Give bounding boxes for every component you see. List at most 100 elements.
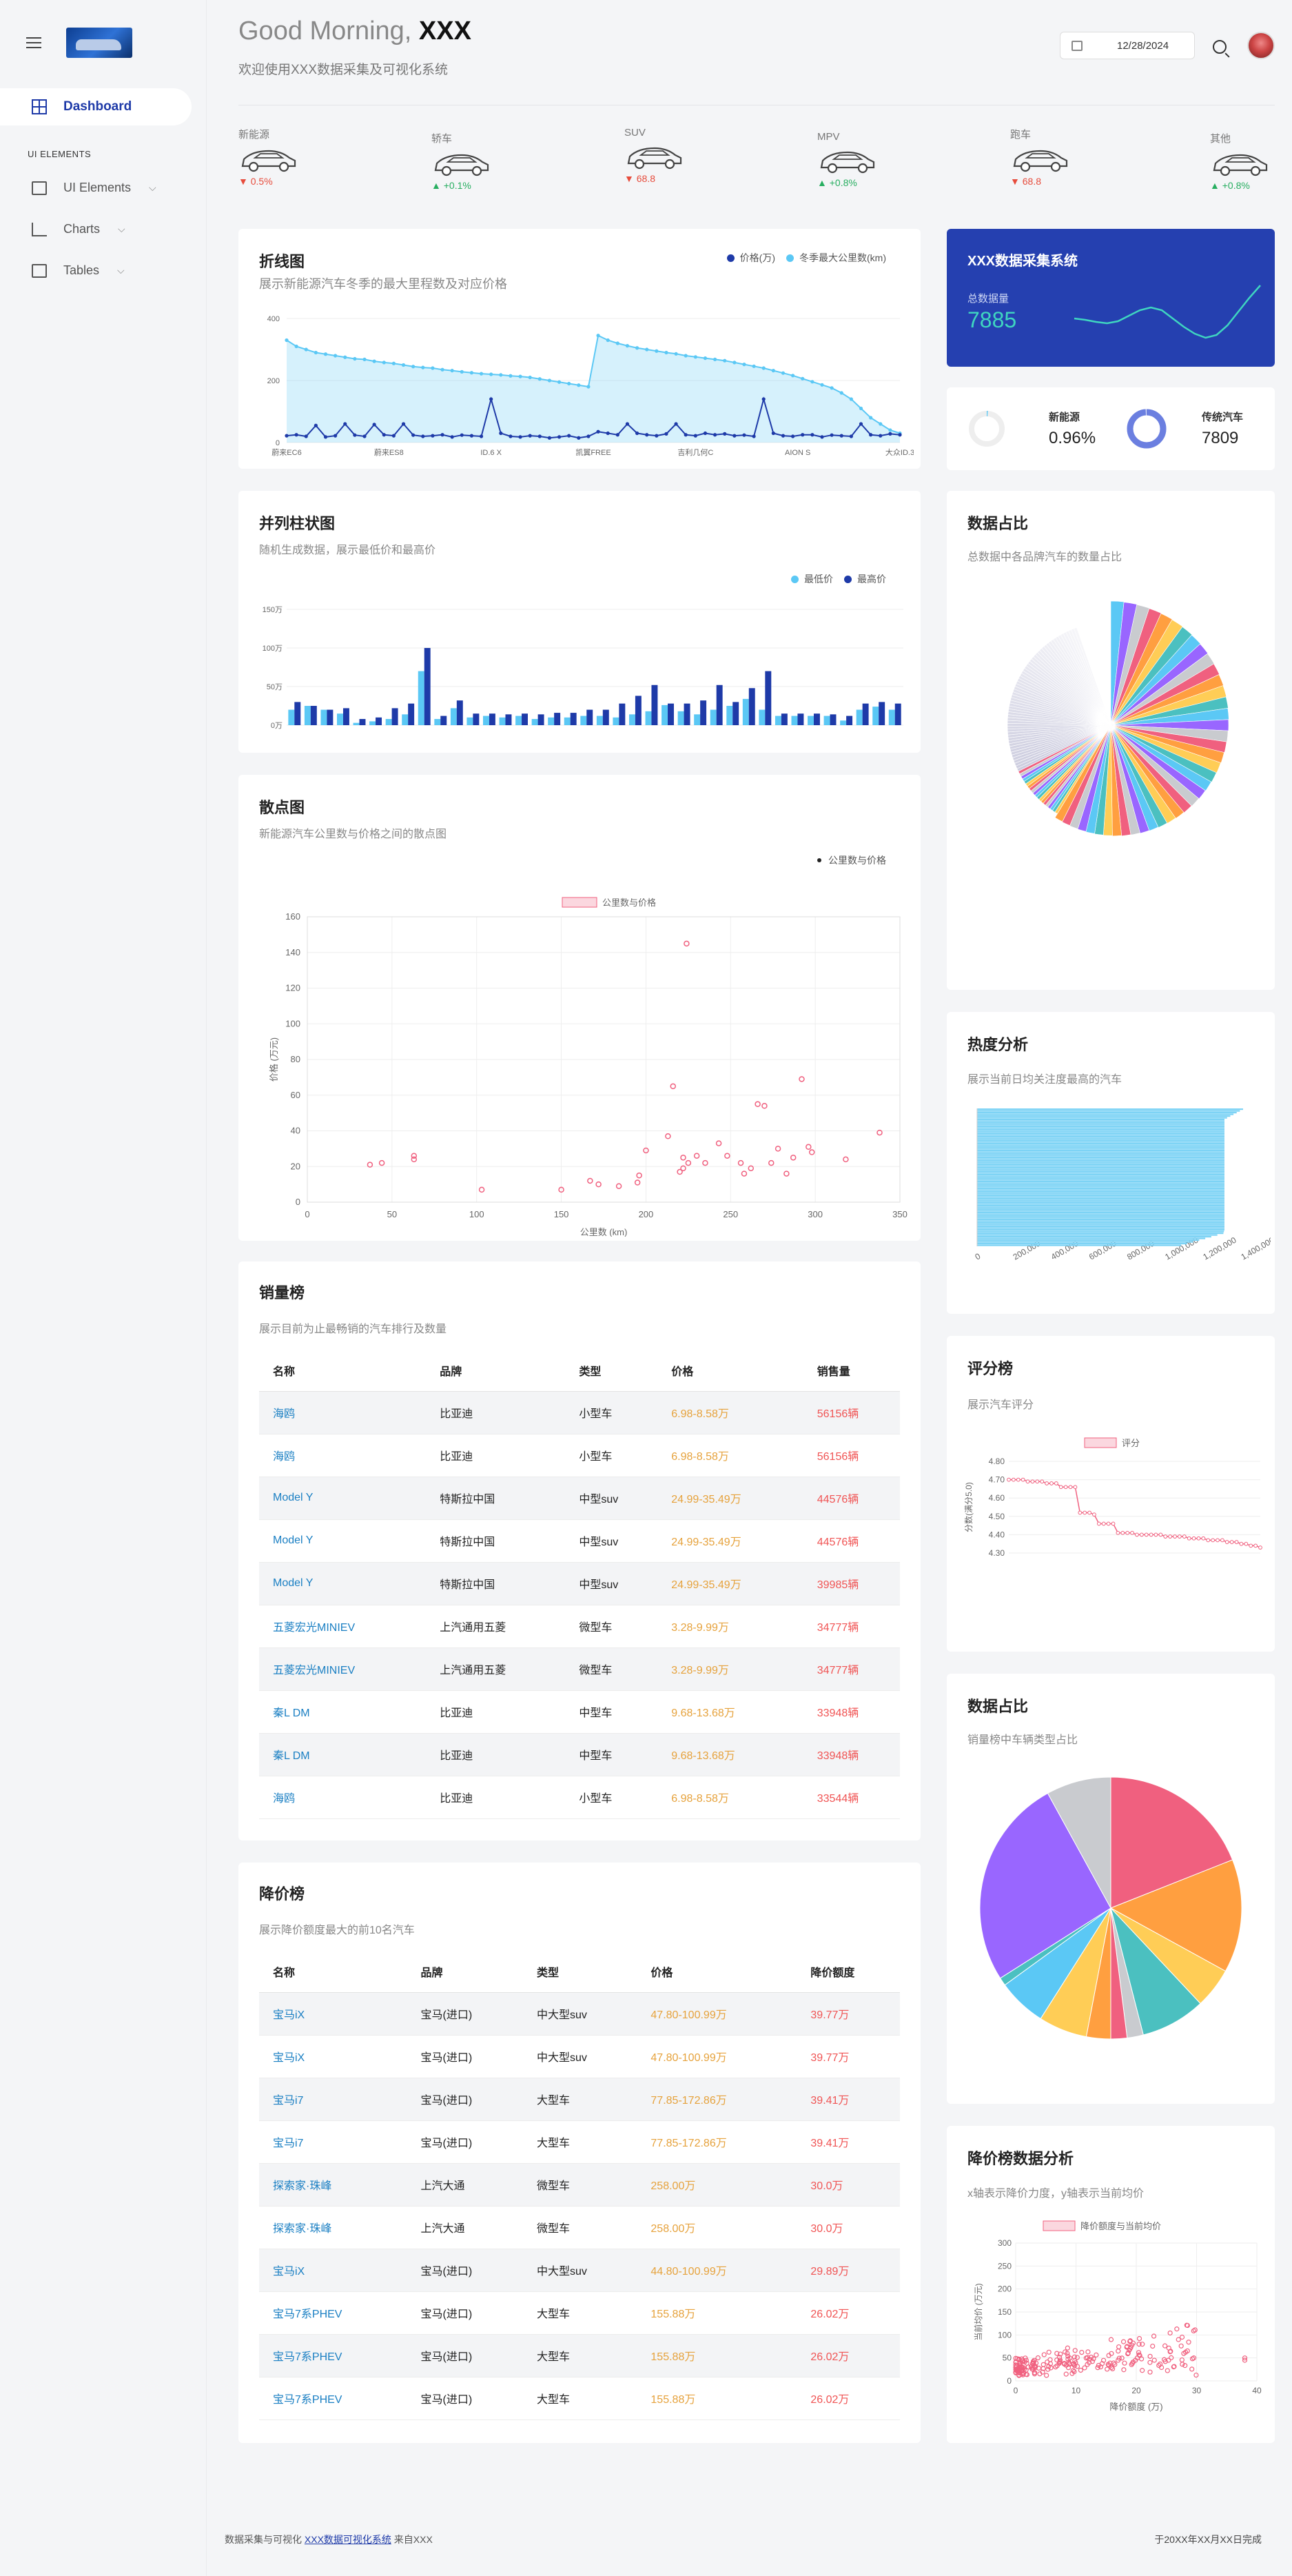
rating-point xyxy=(1196,1536,1201,1541)
point-range xyxy=(537,377,542,381)
bar-min xyxy=(856,709,863,725)
point-price xyxy=(314,423,318,427)
price-drop-row[interactable]: 宝马7系PHEV 宝马(进口) 大型车 155.88万 26.02万 xyxy=(259,2377,900,2420)
sidebar-item-charts[interactable]: Charts ⌵ xyxy=(32,222,125,236)
scatter-point xyxy=(1147,2353,1153,2359)
card-subtitle: 新能源汽车公里数与价格之间的散点图 xyxy=(259,829,447,840)
app-logo[interactable] xyxy=(66,28,132,58)
heat-bar xyxy=(977,1208,1224,1210)
heat-bar xyxy=(977,1244,1182,1246)
table-cell[interactable]: Model Y xyxy=(259,1519,427,1563)
table-cell[interactable]: 探索家·珠峰 xyxy=(259,2206,407,2249)
table-cell[interactable]: 五菱宏光MINIEV xyxy=(259,1647,427,1691)
table-cell[interactable]: 宝马i7 xyxy=(259,2078,407,2121)
heat-bar xyxy=(977,1206,1224,1208)
sales-row[interactable]: 海鸥 比亚迪 小型车 6.98-8.58万 33544辆 xyxy=(259,1776,900,1819)
price-drop-row[interactable]: 宝马7系PHEV 宝马(进口) 大型车 155.88万 26.02万 xyxy=(259,2291,900,2335)
avatar[interactable] xyxy=(1247,32,1275,59)
table-cell: 中型车 xyxy=(565,1690,658,1734)
table-cell: 微型车 xyxy=(565,1605,658,1648)
point-price xyxy=(879,434,883,438)
point-range xyxy=(849,397,853,401)
price-drop-row[interactable]: 宝马iX 宝马(进口) 中大型suv 44.80-100.99万 29.89万 xyxy=(259,2249,900,2292)
table-cell[interactable]: 五菱宏光MINIEV xyxy=(259,1605,427,1648)
table-cell[interactable]: Model Y xyxy=(259,1562,427,1605)
sales-row[interactable]: 五菱宏光MINIEV 上汽通用五菱 微型车 3.28-9.99万 34777辆 xyxy=(259,1647,900,1691)
scatter-point xyxy=(1100,2357,1107,2363)
bar-min xyxy=(759,709,766,725)
chart-legend[interactable]: 价格(万) 冬季最大公里数(km) xyxy=(716,251,886,265)
series-area-range xyxy=(287,335,900,443)
table-cell: 中型suv xyxy=(565,1477,658,1520)
price-drop-row[interactable]: 宝马iX 宝马(进口) 中大型suv 47.80-100.99万 39.77万 xyxy=(259,2035,900,2078)
footer-link[interactable]: XXX数据可视化系统 xyxy=(304,2534,391,2545)
sales-row[interactable]: 海鸥 比亚迪 小型车 6.98-8.58万 56156辆 xyxy=(259,1391,900,1434)
search-icon[interactable] xyxy=(1213,40,1227,54)
table-cell[interactable]: 宝马7系PHEV xyxy=(259,2377,407,2420)
table-cell[interactable]: 探索家·珠峰 xyxy=(259,2163,407,2207)
table-cell[interactable]: 海鸥 xyxy=(259,1434,427,1477)
table-cell[interactable]: 宝马iX xyxy=(259,1992,407,2036)
heat-bar xyxy=(977,1184,1224,1186)
price-drop-row[interactable]: 探索家·珠峰 上汽大通 微型车 258.00万 30.0万 xyxy=(259,2163,900,2207)
scatter-point xyxy=(1136,2350,1142,2355)
traditional-label: 传统汽车 xyxy=(1202,412,1244,423)
sidebar-item-ui-elements[interactable]: UI Elements ⌵ xyxy=(32,181,156,195)
table-cell[interactable]: Model Y xyxy=(259,1477,427,1520)
sales-row[interactable]: Model Y 特斯拉中国 中型suv 24.99-35.49万 44576辆 xyxy=(259,1519,900,1563)
menu-toggle-icon[interactable] xyxy=(26,36,44,50)
scatter-point xyxy=(1046,2349,1052,2355)
category-label: 其他 xyxy=(1210,133,1231,145)
heat-bar xyxy=(977,1122,1224,1124)
scatter-point xyxy=(1078,2367,1083,2373)
table-cell: 大型车 xyxy=(523,2377,637,2420)
date-picker[interactable]: 12/28/2024 xyxy=(1060,32,1195,59)
sidebar-item-dashboard[interactable]: Dashboard xyxy=(0,88,192,125)
table-cell[interactable]: 秦L DM xyxy=(259,1733,427,1776)
sales-row[interactable]: 秦L DM 比亚迪 中型车 9.68-13.68万 33948辆 xyxy=(259,1690,900,1734)
sales-row[interactable]: 五菱宏光MINIEV 上汽通用五菱 微型车 3.28-9.99万 34777辆 xyxy=(259,1605,900,1648)
heat-bar xyxy=(977,1239,1200,1241)
sales-row[interactable]: Model Y 特斯拉中国 中型suv 24.99-35.49万 39985辆 xyxy=(259,1562,900,1605)
table-cell[interactable]: 宝马7系PHEV xyxy=(259,2334,407,2377)
price-drop-row[interactable]: 探索家·珠峰 上汽大通 微型车 258.00万 30.0万 xyxy=(259,2206,900,2249)
price-drop-row[interactable]: 宝马i7 宝马(进口) 大型车 77.85-172.86万 39.41万 xyxy=(259,2078,900,2121)
price-drop-row[interactable]: 宝马i7 宝马(进口) 大型车 77.85-172.86万 39.41万 xyxy=(259,2120,900,2164)
bar-max xyxy=(440,716,447,725)
sales-row[interactable]: Model Y 特斯拉中国 中型suv 24.99-35.49万 44576辆 xyxy=(259,1477,900,1520)
pie-slice xyxy=(1110,724,1140,835)
scatter-point xyxy=(1159,2364,1165,2371)
rating-point xyxy=(1239,1541,1244,1546)
legend-label: 冬季最大公里数(km) xyxy=(799,252,886,263)
table-cell[interactable]: 宝马iX xyxy=(259,2249,407,2292)
pie-slice xyxy=(1069,724,1111,829)
table-cell: 77.85-172.86万 xyxy=(637,2078,797,2121)
scatter-point xyxy=(790,1155,797,1161)
heat-bar xyxy=(977,1113,1234,1115)
price-drop-row[interactable]: 宝马7系PHEV 宝马(进口) 大型车 155.88万 26.02万 xyxy=(259,2334,900,2377)
sales-row[interactable]: 海鸥 比亚迪 小型车 6.98-8.58万 56156辆 xyxy=(259,1434,900,1477)
legend-label: 评分 xyxy=(1122,1438,1140,1448)
table-cell[interactable]: 海鸥 xyxy=(259,1391,427,1434)
point-price xyxy=(431,434,435,438)
table-cell[interactable]: 海鸥 xyxy=(259,1776,427,1819)
heat-bar xyxy=(977,1236,1211,1238)
y-tick-label: 100万 xyxy=(263,645,283,653)
table-cell: 中大型suv xyxy=(523,1992,637,2036)
point-range xyxy=(839,391,843,395)
sidebar: Dashboard UI ELEMENTS UI Elements ⌵ Char… xyxy=(0,0,207,2576)
chart-legend[interactable]: 最低价 最高价 xyxy=(780,572,886,586)
table-cell[interactable]: 宝马i7 xyxy=(259,2120,407,2164)
rating-point xyxy=(1016,1477,1021,1482)
table-cell[interactable]: 宝马7系PHEV xyxy=(259,2291,407,2335)
price-drop-row[interactable]: 宝马iX 宝马(进口) 中大型suv 47.80-100.99万 39.77万 xyxy=(259,1992,900,2036)
scatter-chart-card: 散点图 新能源汽车公里数与价格之间的散点图 公里数与价格 公里数与价格 0 20 40… xyxy=(238,775,921,1241)
sales-row[interactable]: 秦L DM 比亚迪 中型车 9.68-13.68万 33948辆 xyxy=(259,1733,900,1776)
table-cell[interactable]: 宝马iX xyxy=(259,2035,407,2078)
table-cell[interactable]: 秦L DM xyxy=(259,1690,427,1734)
y-tick-label: 0万 xyxy=(271,722,283,730)
heat-bar xyxy=(977,1136,1224,1138)
sidebar-item-tables[interactable]: Tables ⌵ xyxy=(32,263,125,278)
scatter-point xyxy=(1242,2357,1248,2363)
pie-slice xyxy=(1110,653,1215,726)
